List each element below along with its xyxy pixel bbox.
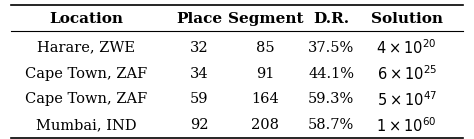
Text: $1 \times 10^{60}$: $1 \times 10^{60}$ xyxy=(376,116,437,135)
Text: 85: 85 xyxy=(256,41,274,55)
Text: 91: 91 xyxy=(256,67,274,81)
Text: 37.5%: 37.5% xyxy=(308,41,355,55)
Text: 92: 92 xyxy=(190,118,209,132)
Text: 32: 32 xyxy=(190,41,209,55)
Text: Place: Place xyxy=(176,12,222,26)
Text: 59.3%: 59.3% xyxy=(308,92,355,106)
Text: $5 \times 10^{47}$: $5 \times 10^{47}$ xyxy=(376,90,437,109)
Text: D.R.: D.R. xyxy=(313,12,349,26)
Text: 58.7%: 58.7% xyxy=(308,118,355,132)
Text: Solution: Solution xyxy=(371,12,443,26)
Text: Mumbai, IND: Mumbai, IND xyxy=(36,118,137,132)
Text: Cape Town, ZAF: Cape Town, ZAF xyxy=(25,92,147,106)
Text: 164: 164 xyxy=(251,92,279,106)
Text: 34: 34 xyxy=(190,67,209,81)
Text: $4 \times 10^{20}$: $4 \times 10^{20}$ xyxy=(376,38,437,57)
Text: Location: Location xyxy=(49,12,123,26)
Text: Cape Town, ZAF: Cape Town, ZAF xyxy=(25,67,147,81)
Text: 208: 208 xyxy=(251,118,279,132)
Text: $6 \times 10^{25}$: $6 \times 10^{25}$ xyxy=(376,64,437,83)
Text: Segment: Segment xyxy=(228,12,303,26)
Text: Harare, ZWE: Harare, ZWE xyxy=(37,41,135,55)
Text: 59: 59 xyxy=(190,92,209,106)
Text: 44.1%: 44.1% xyxy=(308,67,354,81)
